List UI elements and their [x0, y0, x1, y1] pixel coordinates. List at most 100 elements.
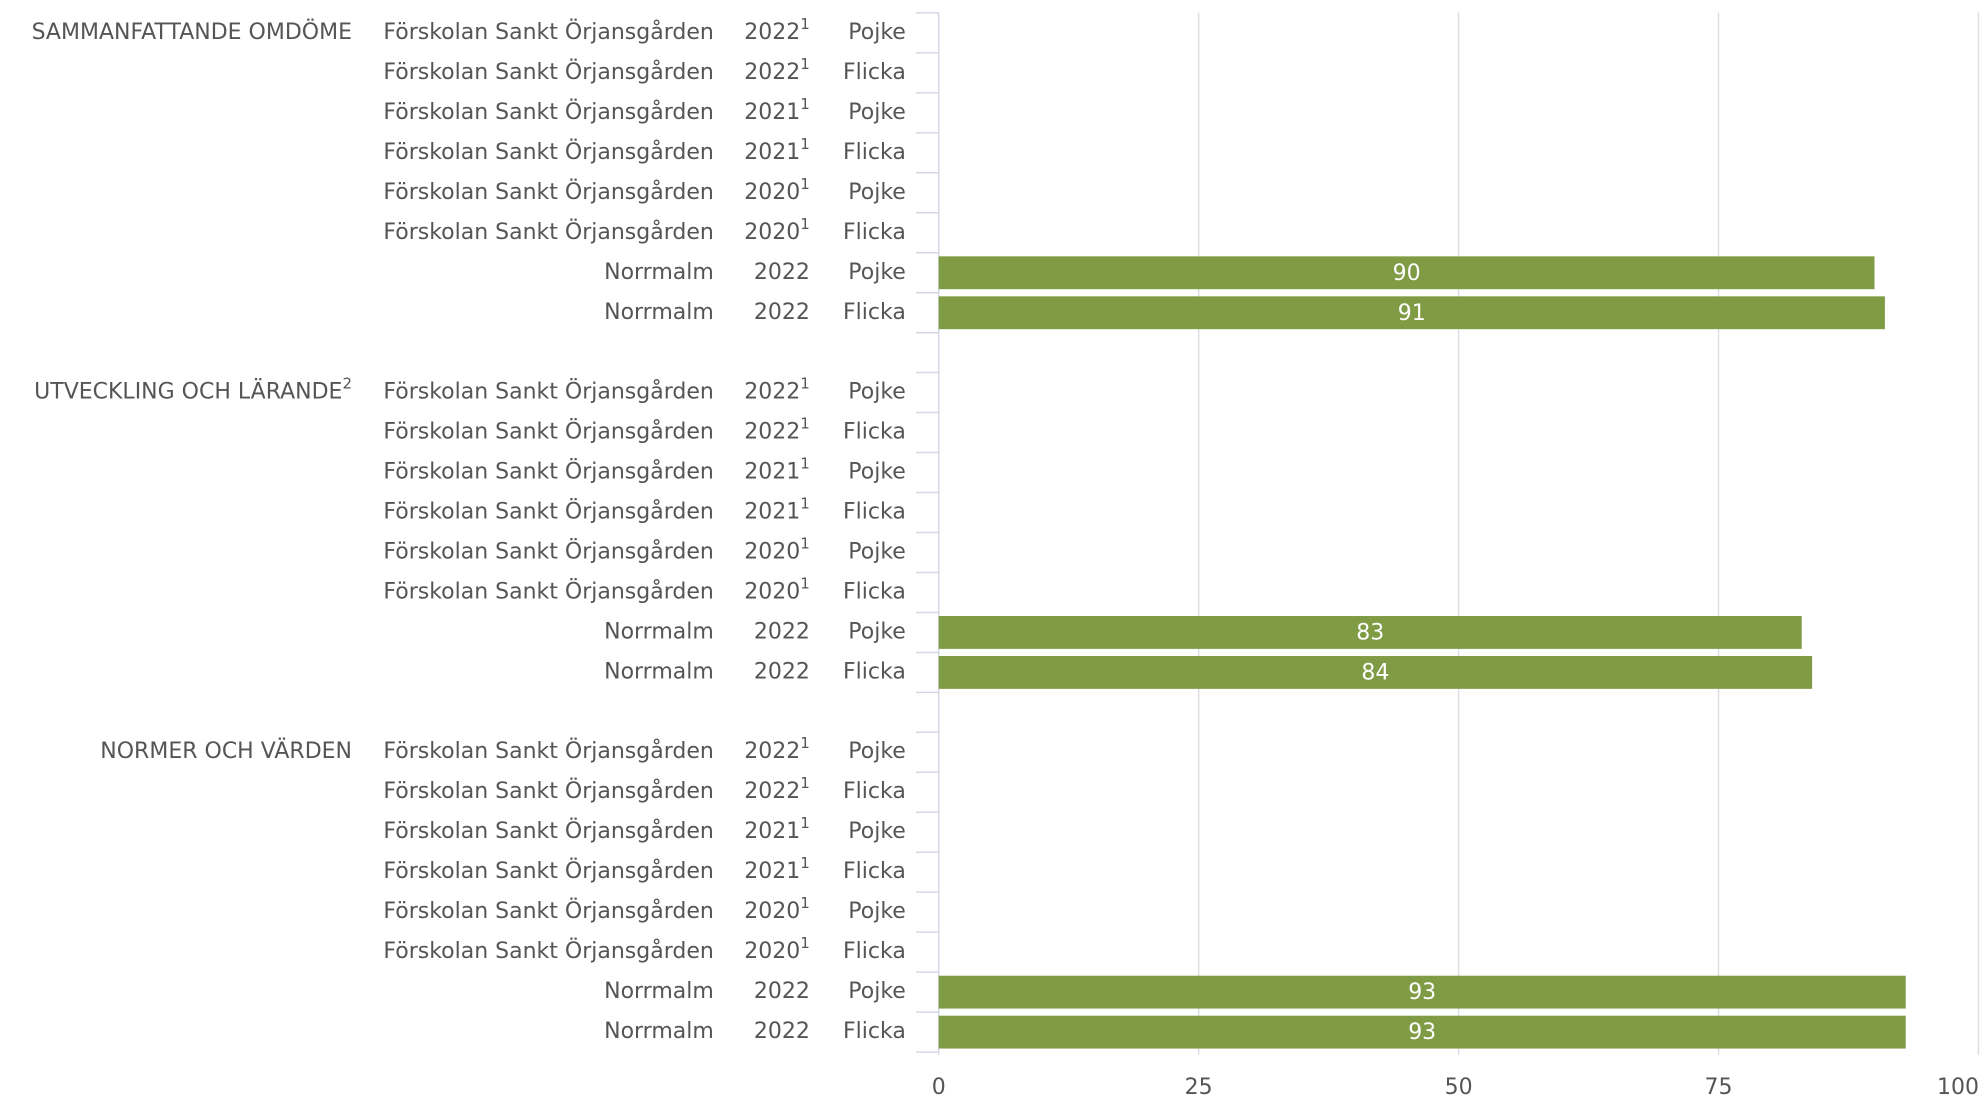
year-note: 1: [800, 134, 810, 152]
year-note: 1: [800, 214, 810, 232]
year-label: 20211: [744, 134, 810, 165]
x-tick-label: 100: [1937, 1075, 1979, 1098]
gender-label: Flicka: [843, 420, 906, 445]
unit-label: Norrmalm: [604, 979, 714, 1004]
bar: [938, 656, 1813, 689]
year-note: 1: [800, 14, 810, 32]
unit-label: Förskolan Sankt Örjansgården: [383, 19, 713, 45]
unit-label: Förskolan Sankt Örjansgården: [383, 498, 713, 524]
group-name: SAMMANFATTANDE OMDÖME: [32, 19, 352, 45]
year-note: 1: [800, 894, 810, 912]
bar: [938, 296, 1885, 330]
group-label: SAMMANFATTANDE OMDÖME: [32, 19, 352, 45]
year: 2022: [744, 380, 800, 405]
unit-label: Norrmalm: [604, 659, 714, 684]
year-label: 20221: [744, 734, 810, 765]
unit-label: Förskolan Sankt Örjansgården: [383, 938, 713, 964]
gender-label: Flicka: [843, 859, 906, 884]
value-label: 83: [1356, 620, 1384, 645]
gender-label: Flicka: [843, 659, 906, 684]
unit-label: Norrmalm: [604, 619, 714, 644]
group-label: UTVECKLING OCH LÄRANDE2: [34, 374, 352, 405]
gender-label: Pojke: [848, 819, 906, 844]
gender-label: Pojke: [848, 739, 906, 764]
gender-label: Flicka: [843, 579, 906, 604]
year-label: 20201: [744, 574, 810, 605]
year-label: 20201: [744, 934, 810, 965]
year: 2020: [744, 939, 800, 964]
unit-label: Förskolan Sankt Örjansgården: [383, 179, 713, 205]
unit-label: Förskolan Sankt Örjansgården: [383, 379, 713, 405]
year-label: 2022: [754, 659, 810, 684]
value-label: 93: [1408, 1020, 1436, 1045]
gender-label: Flicka: [843, 300, 906, 325]
gender-label: Pojke: [848, 539, 906, 564]
x-tick-label: 0: [932, 1075, 946, 1098]
gender-label: Pojke: [848, 979, 906, 1004]
value-label: 93: [1408, 980, 1436, 1005]
unit-label: Förskolan Sankt Örjansgården: [383, 59, 713, 85]
year-note: 1: [800, 374, 810, 392]
year-note: 1: [800, 934, 810, 952]
unit-label: Norrmalm: [604, 260, 714, 285]
gender-label: Pojke: [848, 380, 906, 405]
gender-label: Pojke: [848, 460, 906, 485]
year-note: 1: [800, 174, 810, 192]
year-label: 2022: [754, 979, 810, 1004]
unit-label: Förskolan Sankt Örjansgården: [383, 219, 713, 245]
x-tick-label: 50: [1445, 1075, 1473, 1098]
year-note: 1: [800, 574, 810, 592]
year-label: 20221: [744, 774, 810, 805]
year: 2020: [744, 899, 800, 924]
gender-label: Flicka: [843, 939, 906, 964]
gender-label: Flicka: [843, 60, 906, 85]
gender-label: Flicka: [843, 220, 906, 245]
year-label: 2022: [754, 619, 810, 644]
year-label: 20211: [744, 814, 810, 845]
unit-label: Förskolan Sankt Örjansgården: [383, 419, 713, 445]
gender-label: Flicka: [843, 499, 906, 524]
year-note: 1: [800, 414, 810, 432]
year: 2022: [754, 979, 810, 1004]
x-tick-label: 25: [1185, 1075, 1213, 1098]
year: 2022: [754, 619, 810, 644]
unit-label: Förskolan Sankt Örjansgården: [383, 858, 713, 884]
gender-label: Pojke: [848, 20, 906, 45]
year-label: 20221: [744, 414, 810, 445]
year-label: 20221: [744, 374, 810, 405]
year-note: 1: [800, 774, 810, 792]
year-note: 1: [800, 94, 810, 112]
group-note: 2: [342, 374, 352, 392]
year-label: 20221: [744, 14, 810, 45]
year-note: 1: [800, 534, 810, 552]
year: 2022: [754, 1019, 810, 1044]
year-label: 20221: [744, 54, 810, 85]
year-label: 20201: [744, 214, 810, 245]
year: 2022: [744, 60, 800, 85]
value-label: 90: [1393, 261, 1421, 286]
gender-label: Pojke: [848, 180, 906, 205]
year-note: 1: [800, 454, 810, 472]
year-note: 1: [800, 854, 810, 872]
year: 2021: [744, 819, 800, 844]
bar: [938, 1015, 1906, 1049]
gender-label: Pojke: [848, 619, 906, 644]
unit-label: Förskolan Sankt Örjansgården: [383, 898, 713, 924]
unit-label: Förskolan Sankt Örjansgården: [383, 99, 713, 125]
year: 2020: [744, 539, 800, 564]
year: 2022: [754, 659, 810, 684]
unit-label: Förskolan Sankt Örjansgården: [383, 818, 713, 844]
year-label: 2022: [754, 300, 810, 325]
gender-label: Flicka: [843, 140, 906, 165]
year-note: 1: [800, 734, 810, 752]
year: 2022: [754, 300, 810, 325]
bar: [938, 616, 1802, 649]
year: 2021: [744, 140, 800, 165]
year: 2020: [744, 180, 800, 205]
year-label: 2022: [754, 260, 810, 285]
value-label: 91: [1398, 301, 1426, 326]
unit-label: Förskolan Sankt Örjansgården: [383, 459, 713, 485]
unit-label: Förskolan Sankt Örjansgården: [383, 778, 713, 804]
year-label: 20211: [744, 854, 810, 885]
